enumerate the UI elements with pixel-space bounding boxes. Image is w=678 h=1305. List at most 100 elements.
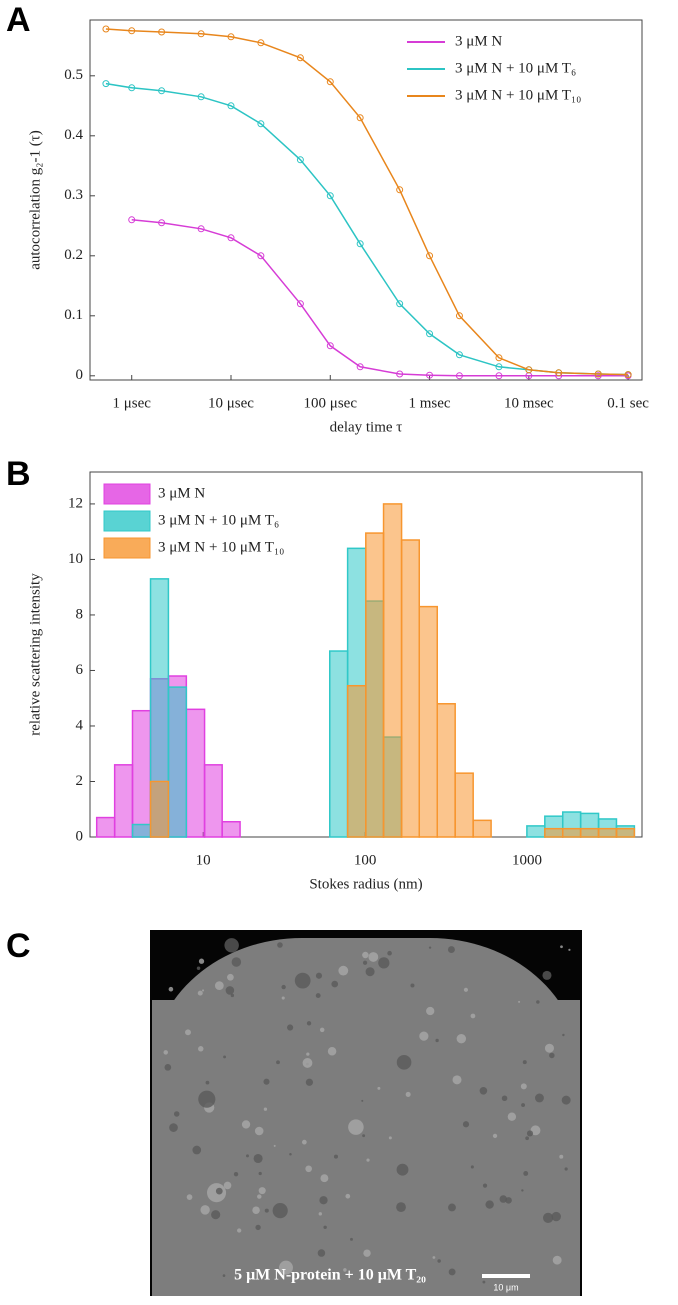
data-point <box>296 300 304 308</box>
particle <box>405 1091 411 1097</box>
particle <box>301 1139 307 1145</box>
particle <box>305 1078 314 1086</box>
particle <box>254 1126 264 1136</box>
particle <box>362 960 368 965</box>
particle <box>463 987 469 992</box>
histogram-bar <box>436 703 456 838</box>
particle <box>173 1111 180 1117</box>
particle <box>368 952 379 962</box>
particle <box>200 1205 210 1215</box>
histogram-bar <box>472 819 492 838</box>
particle <box>479 1086 488 1095</box>
x-tick-label: 1 msec <box>409 395 451 411</box>
particle <box>205 1080 210 1085</box>
legend-label: 3 μM N <box>455 33 502 49</box>
data-point <box>257 252 265 260</box>
particle <box>169 1123 178 1132</box>
particle <box>410 983 415 988</box>
histogram-bar <box>544 827 564 838</box>
histogram-bar <box>221 820 241 838</box>
histogram-bar <box>329 650 349 838</box>
particle <box>437 1259 441 1263</box>
particle <box>319 1196 328 1205</box>
histogram-bar <box>185 708 206 838</box>
particle <box>168 986 174 992</box>
particle <box>366 1158 370 1162</box>
data-point <box>426 330 434 338</box>
particle <box>224 938 239 953</box>
particle <box>560 945 563 949</box>
particle <box>499 1195 508 1203</box>
particle <box>223 1181 232 1190</box>
particle <box>388 1136 392 1140</box>
particle <box>252 1206 260 1214</box>
particle <box>462 1121 470 1128</box>
data-point <box>257 120 265 128</box>
particle <box>520 1083 527 1090</box>
histogram-bar <box>131 823 152 838</box>
x-tick-label: 10 μsec <box>208 395 254 411</box>
particle <box>338 965 349 976</box>
x-tick-label: 1000 <box>512 852 542 868</box>
particle <box>237 1228 242 1233</box>
particle <box>287 1024 294 1031</box>
particle <box>492 1133 498 1139</box>
histogram-bar <box>113 764 134 838</box>
particle <box>327 1046 337 1056</box>
particle <box>319 1027 325 1033</box>
histogram-bar <box>95 816 116 838</box>
particle <box>501 1095 508 1102</box>
particle <box>507 1112 517 1121</box>
data-point <box>326 78 334 86</box>
particle <box>233 1171 239 1177</box>
panel-label: B <box>6 455 31 493</box>
particle <box>317 1249 326 1257</box>
particle <box>198 1046 204 1052</box>
histogram-bar <box>346 684 367 838</box>
scale-bar-label: 10 μm <box>493 1282 518 1292</box>
histogram-bar <box>167 686 188 838</box>
particle <box>521 1103 526 1107</box>
particle <box>164 1063 172 1071</box>
particle <box>231 957 242 967</box>
particle <box>345 1193 351 1199</box>
particle <box>315 972 323 979</box>
y-tick-label: 0 <box>76 828 84 844</box>
data-point <box>296 156 304 164</box>
data-point <box>426 252 434 260</box>
data-point <box>326 192 334 200</box>
x-tick-label: 0.1 sec <box>607 395 649 411</box>
particle <box>518 1000 521 1003</box>
particle <box>447 946 455 954</box>
particle <box>482 1280 486 1284</box>
y-tick-label: 10 <box>68 551 83 567</box>
data-point <box>227 102 235 110</box>
histogram-bar <box>418 605 438 838</box>
particle <box>456 1033 467 1044</box>
plot-frame <box>89 19 643 381</box>
particle <box>482 1183 488 1188</box>
histogram-bar <box>365 532 385 838</box>
particle <box>331 980 339 988</box>
particle <box>258 1187 266 1195</box>
legend-label: 3 μM N <box>158 485 205 501</box>
particle <box>448 1203 456 1212</box>
y-tick-label: 6 <box>76 662 84 678</box>
particle <box>526 1130 534 1137</box>
data-point <box>326 342 334 350</box>
particle <box>470 1013 476 1019</box>
particle <box>396 1202 406 1213</box>
particle <box>452 1075 462 1085</box>
x-tick-label: 10 msec <box>504 395 554 411</box>
fit-line <box>105 28 629 376</box>
particle <box>559 1154 564 1159</box>
histogram-bar <box>149 780 170 838</box>
legend-label: 3 μM N + 10 μM T₆ <box>158 512 279 528</box>
x-tick-label: 10 <box>196 852 211 868</box>
particle <box>253 1153 263 1164</box>
particle <box>564 1167 568 1171</box>
particle <box>241 1120 251 1129</box>
histogram-bar <box>579 827 600 838</box>
particle <box>432 1256 436 1259</box>
legend-label: 3 μM N + 10 μM T₁₀ <box>158 539 284 555</box>
